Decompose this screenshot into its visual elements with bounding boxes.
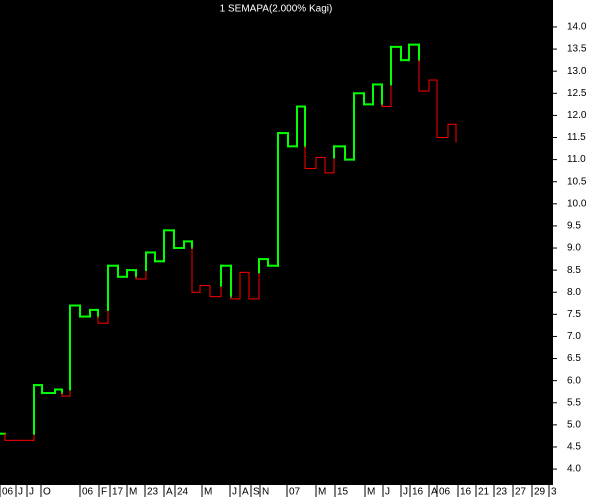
x-tick-label: 15: [337, 487, 349, 497]
y-tick-label: 5.0: [567, 420, 581, 431]
y-tick-label: 13.0: [567, 66, 587, 77]
x-tick-label: M: [204, 487, 212, 497]
x-tick-label: 06: [82, 487, 94, 497]
x-tick-label: J: [29, 487, 34, 497]
x-tick-label: 29: [534, 487, 546, 497]
plot-area: [0, 0, 553, 485]
x-tick-label: M: [129, 487, 137, 497]
x-tick-label: 3: [551, 487, 557, 497]
x-tick-label: O: [43, 487, 51, 497]
x-tick-label: 17: [112, 487, 124, 497]
y-tick-label: 11.0: [567, 154, 586, 165]
y-tick-label: 13.5: [567, 44, 587, 55]
y-tick-label: 9.0: [567, 243, 581, 254]
x-tick-label: 21: [478, 487, 490, 497]
y-tick-label: 8.0: [567, 287, 581, 298]
y-tick-label: 10.0: [567, 198, 587, 209]
y-tick-label: 14.0: [567, 22, 587, 33]
x-tick-label: A: [242, 487, 249, 497]
y-tick-label: 11.5: [567, 132, 586, 143]
x-tick-label: M: [318, 487, 326, 497]
x-tick-label: J: [18, 487, 23, 497]
y-tick-label: 6.5: [567, 353, 581, 364]
y-tick-label: 12.5: [567, 88, 587, 99]
y-tick-label: 7.0: [567, 331, 581, 342]
x-tick-label: 23: [147, 487, 159, 497]
y-axis-panel: [553, 0, 598, 497]
x-tick-label: 07: [289, 487, 301, 497]
x-tick-label: A: [431, 487, 438, 497]
y-tick-label: 4.5: [567, 442, 581, 453]
x-tick-label: A: [166, 487, 173, 497]
y-tick-label: 5.5: [567, 397, 581, 408]
y-tick-label: 7.5: [567, 309, 581, 320]
y-tick-label: 10.5: [567, 176, 587, 187]
x-tick-label: J: [403, 487, 408, 497]
x-tick-label: J: [385, 487, 390, 497]
x-tick-label: 16: [412, 487, 424, 497]
x-tick-label: F: [101, 487, 107, 497]
x-axis-panel: [0, 485, 553, 497]
x-tick-label: 23: [496, 487, 508, 497]
x-tick-label: S: [253, 487, 260, 497]
y-tick-label: 8.5: [567, 265, 581, 276]
x-tick-label: J: [232, 487, 237, 497]
x-tick-label: 06: [439, 487, 451, 497]
y-tick-label: 4.0: [567, 464, 581, 475]
y-tick-label: 6.0: [567, 375, 581, 386]
y-tick-label: 9.5: [567, 221, 581, 232]
x-tick-label: 24: [177, 487, 189, 497]
chart-title: 1 SEMAPA(2.000% Kagi): [220, 4, 333, 15]
x-tick-label: M: [367, 487, 375, 497]
x-tick-label: 06: [2, 487, 14, 497]
x-tick-label: N: [262, 487, 269, 497]
x-tick-label: 16: [460, 487, 472, 497]
x-tick-label: 27: [515, 487, 527, 497]
y-tick-label: 12.0: [567, 110, 587, 121]
